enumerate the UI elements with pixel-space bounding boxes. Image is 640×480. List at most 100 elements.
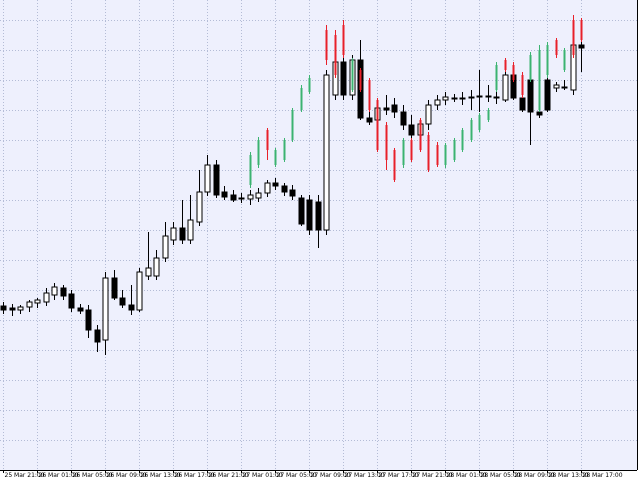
candle-body xyxy=(408,124,415,136)
candle-body xyxy=(306,199,313,231)
candle-body xyxy=(561,86,568,89)
candle-body xyxy=(291,110,294,140)
candle-body xyxy=(187,219,194,241)
x-tick-label: 26 Mar 01:00 xyxy=(39,472,79,479)
candle-body xyxy=(366,117,373,123)
x-tick-label: 28 Mar 01:00 xyxy=(447,472,487,479)
candle-body xyxy=(266,130,269,150)
candle-body xyxy=(340,61,347,96)
candle-body xyxy=(257,140,260,165)
candle-body xyxy=(538,50,541,110)
candle-body xyxy=(351,60,354,90)
candle-body xyxy=(519,97,526,111)
candle-body xyxy=(162,235,169,259)
candle-body xyxy=(136,271,143,311)
x-tick-label: 28 Mar 09:00 xyxy=(515,472,555,479)
candle-body xyxy=(459,97,466,100)
candle-body xyxy=(17,306,24,311)
candle-body xyxy=(289,189,296,197)
candle-body xyxy=(578,44,585,49)
candle-body xyxy=(342,25,345,55)
candle-body xyxy=(453,140,456,160)
candle-body xyxy=(315,201,322,231)
candle-body xyxy=(368,80,371,110)
candle-body xyxy=(383,107,390,111)
candle-body xyxy=(495,65,498,90)
candle-body xyxy=(170,227,177,241)
candle-body xyxy=(283,140,286,160)
candle-body xyxy=(461,130,464,150)
candle-body xyxy=(77,307,84,312)
candle-body xyxy=(85,309,92,331)
x-tick-label: 26 Mar 09:00 xyxy=(107,472,147,479)
candle-body xyxy=(26,301,33,308)
candle-body xyxy=(249,155,252,185)
candle-body xyxy=(555,40,558,55)
x-tick-label: 26 Mar 13:00 xyxy=(141,472,181,479)
candle-body xyxy=(325,30,328,60)
candle-body xyxy=(536,111,543,116)
candle-body xyxy=(468,96,475,99)
candle-body xyxy=(476,95,483,98)
candle-body xyxy=(580,20,583,40)
candle-body xyxy=(444,145,447,165)
candle-body xyxy=(436,145,439,165)
candle-body xyxy=(272,182,279,187)
candle-body xyxy=(385,125,388,160)
candle-body xyxy=(230,194,237,201)
candle-body xyxy=(572,20,575,55)
x-tick-label: 26 Mar 17:00 xyxy=(175,472,215,479)
candle-body xyxy=(298,197,305,225)
candle-body xyxy=(544,79,551,111)
candle-body xyxy=(470,120,473,140)
candle-body xyxy=(391,104,398,113)
x-tick-label: 28 Mar 13:00 xyxy=(549,472,589,479)
x-tick-label: 27 Mar 13:00 xyxy=(345,472,385,479)
candle-body xyxy=(102,277,109,341)
candle-body xyxy=(300,88,303,110)
candle-body xyxy=(111,277,118,299)
candle-body xyxy=(359,70,362,90)
candle-body xyxy=(68,293,75,309)
candle-body xyxy=(478,115,481,130)
candle-body xyxy=(9,307,16,311)
candle-body xyxy=(419,120,422,150)
x-tick-label: 27 Mar 17:00 xyxy=(379,472,419,479)
x-tick-label: 27 Mar 01:00 xyxy=(243,472,283,479)
x-tick-label: 27 Mar 05:00 xyxy=(277,472,317,479)
candle-body xyxy=(308,78,311,92)
candle-body xyxy=(427,135,430,170)
x-tick-label: 27 Mar 09:00 xyxy=(311,472,351,479)
candle-body xyxy=(376,100,379,150)
candles xyxy=(0,15,585,355)
candle-body xyxy=(402,140,405,165)
candle-body xyxy=(425,104,432,125)
x-tick-label: 28 Mar 17:00 xyxy=(583,472,623,479)
candle-body xyxy=(502,74,509,101)
candle-body xyxy=(204,164,211,193)
candle-body xyxy=(274,150,277,165)
candle-body xyxy=(153,257,160,277)
candle-body xyxy=(521,75,524,95)
candle-body xyxy=(529,55,532,80)
candle-body xyxy=(94,329,101,343)
candle-body xyxy=(334,35,337,75)
candle-body xyxy=(128,304,135,311)
candle-body xyxy=(43,292,50,303)
candle-body xyxy=(323,74,330,231)
candle-body xyxy=(179,227,186,241)
candle-body xyxy=(51,286,58,296)
candle-body xyxy=(400,111,407,126)
candle-body xyxy=(60,287,67,297)
candle-body xyxy=(434,99,441,106)
candle-body xyxy=(487,110,490,120)
candle-body xyxy=(485,95,492,98)
candle-body xyxy=(553,84,560,89)
candle-body xyxy=(281,185,288,193)
candle-body xyxy=(493,96,500,99)
candle-body xyxy=(34,299,41,304)
candle-body xyxy=(119,297,126,306)
candle-body xyxy=(0,305,7,311)
